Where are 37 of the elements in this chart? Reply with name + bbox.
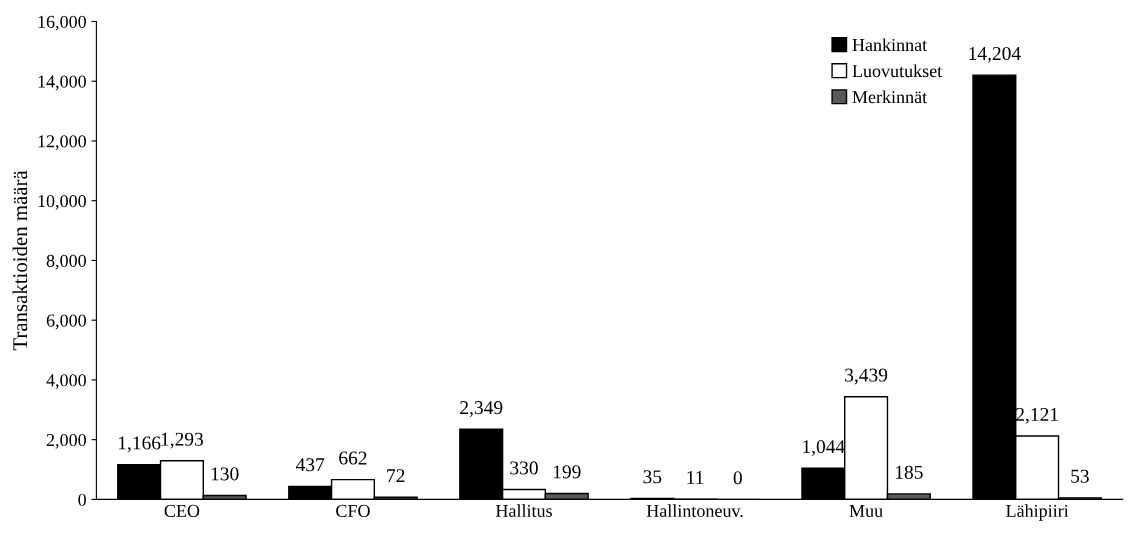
data-label: 437 bbox=[295, 458, 325, 472]
y-tick-label: 2,000 bbox=[46, 433, 86, 449]
y-tick-label: 14,000 bbox=[38, 75, 86, 91]
data-label: 662 bbox=[339, 451, 367, 465]
x-tick-label: Muu bbox=[849, 504, 883, 517]
y-tick-label: 0 bbox=[78, 493, 86, 506]
y-tick-label: 8,000 bbox=[46, 254, 86, 270]
data-label: 185 bbox=[895, 465, 923, 479]
data-label: 1,166 bbox=[118, 436, 161, 453]
data-label: 1,044 bbox=[803, 440, 845, 456]
x-tick-label: CEO bbox=[164, 504, 200, 517]
data-label: 72 bbox=[387, 469, 405, 483]
y-tick-label: 6,000 bbox=[46, 314, 86, 330]
data-label: 1,293 bbox=[161, 432, 204, 449]
data-label: 3,439 bbox=[845, 368, 888, 385]
legend-label: Luovutukset bbox=[852, 64, 943, 78]
data-label: 199 bbox=[553, 465, 581, 479]
x-tick-label: Lähipiiri bbox=[1006, 504, 1069, 521]
data-label: 330 bbox=[510, 461, 538, 475]
data-label: 2,349 bbox=[460, 401, 503, 417]
x-tick-label: CFO bbox=[336, 504, 370, 517]
data-label: 130 bbox=[211, 467, 239, 481]
y-tick-label: 16,000 bbox=[38, 15, 86, 31]
data-label: 0 bbox=[733, 471, 742, 485]
data-label: 11 bbox=[687, 470, 704, 484]
data-label: 53 bbox=[1071, 469, 1089, 483]
data-label: 14,204 bbox=[969, 46, 1021, 63]
y-axis-title: Transaktioiden määrä bbox=[12, 170, 28, 351]
data-label: 2,121 bbox=[1016, 407, 1058, 424]
legend-label: Hankinnat bbox=[852, 38, 928, 52]
y-tick-label: 4,000 bbox=[46, 374, 86, 389]
data-label: 35 bbox=[643, 470, 662, 484]
x-tick-label: Hallintoneuv. bbox=[646, 504, 743, 518]
y-tick-label: 10,000 bbox=[38, 194, 86, 210]
y-tick-label: 12,000 bbox=[38, 135, 86, 150]
x-tick-label: Hallitus bbox=[495, 504, 552, 517]
legend-label: Merkinnät bbox=[852, 90, 928, 104]
